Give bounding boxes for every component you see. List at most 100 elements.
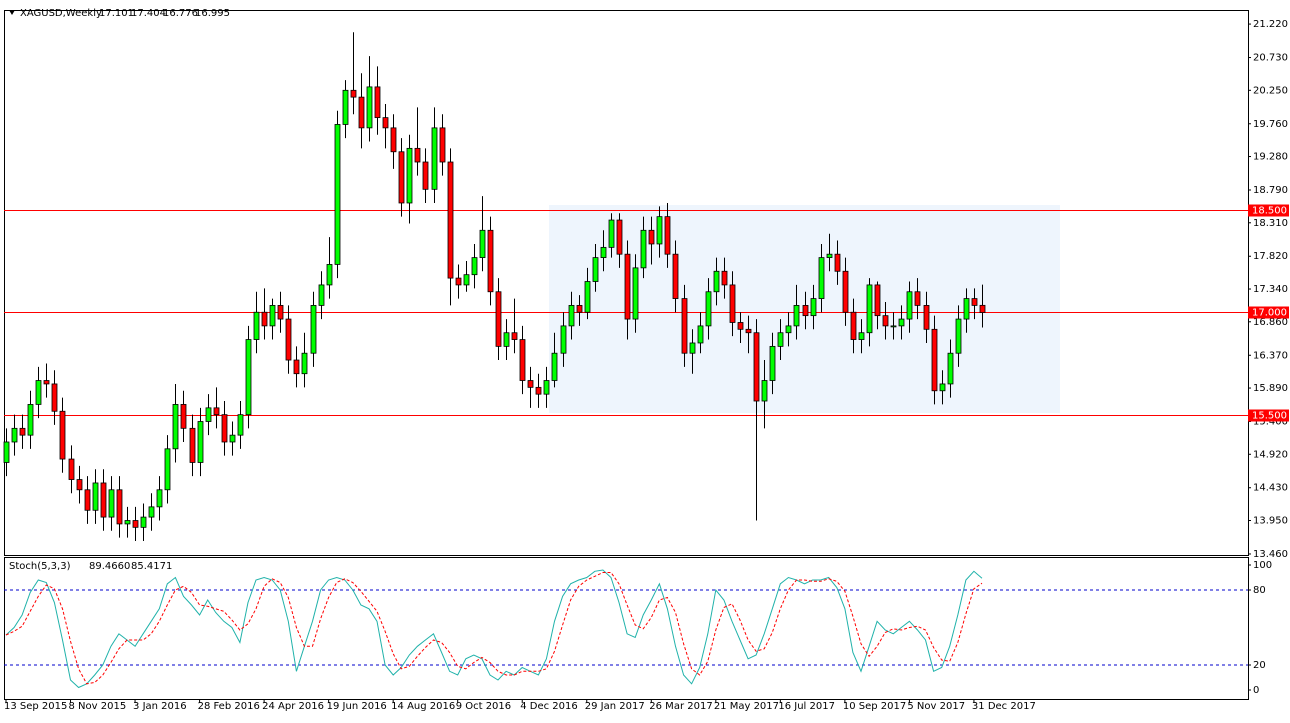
candle-body [92, 482, 99, 511]
candle-body [68, 458, 75, 480]
indicator-title: Stoch(5,3,3) [9, 561, 71, 572]
candle-body [777, 332, 784, 347]
candle-body [301, 352, 308, 375]
level-label-box [1248, 306, 1289, 319]
candle-body [455, 277, 462, 286]
x-tick-label: 24 Apr 2016 [262, 701, 324, 712]
candle-body [713, 270, 720, 293]
candle-body [793, 305, 800, 327]
candle-body [535, 386, 542, 395]
level-label: 15.500 [1252, 411, 1287, 422]
candle-body [874, 284, 881, 317]
candle-body [100, 482, 107, 518]
candle-body [672, 253, 679, 299]
candle-body [568, 305, 575, 327]
y-tick-label: 17.820 [1253, 251, 1288, 262]
level-label-box [1248, 204, 1289, 217]
candle-body [310, 305, 317, 354]
candle-body [858, 332, 865, 340]
candle-body [51, 383, 58, 412]
candle-body [600, 246, 607, 259]
candle-body [189, 427, 196, 463]
candle-body [616, 219, 623, 255]
x-tick-label: 28 Feb 2016 [198, 701, 260, 712]
y-tick-label: 15.400 [1253, 416, 1288, 427]
candle-body [705, 291, 712, 327]
stoch-frame [4, 557, 1249, 700]
candle-body [463, 274, 470, 286]
candle-body [495, 291, 502, 347]
header-value: 16.995 [195, 8, 230, 19]
y-tick-label: 16.860 [1253, 317, 1288, 328]
x-tick-label: 10 Sep 2017 [843, 701, 906, 712]
candle-body [148, 506, 155, 518]
indicator-value: 89.4660 [89, 561, 130, 572]
candle-body [27, 404, 34, 436]
y-tick-label: 19.280 [1253, 152, 1288, 163]
candle-body [923, 305, 930, 330]
candle-body [326, 264, 333, 286]
candle-body [156, 489, 163, 508]
x-tick-label: 26 Mar 2017 [649, 701, 712, 712]
candle-body [729, 284, 736, 323]
y-tick-label: 80 [1253, 585, 1266, 596]
y-tick-label: 13.950 [1253, 516, 1288, 527]
x-tick-label: 4 Dec 2016 [520, 701, 578, 712]
candle-body [172, 404, 179, 450]
x-tick-label: 31 Dec 2017 [972, 701, 1036, 712]
candle-body [890, 325, 897, 328]
chart-title: XAGUSD,Weekly [20, 8, 102, 19]
candle-body [963, 298, 970, 320]
candle-body [76, 479, 83, 491]
candle-body [818, 257, 825, 299]
candle-body [124, 520, 131, 525]
candle-body [898, 318, 905, 327]
level-label-box [1248, 409, 1289, 422]
candle-body [358, 96, 365, 129]
indicator-value: 85.4171 [131, 561, 172, 572]
x-tick-label: 21 May 2017 [714, 701, 779, 712]
candle-body [406, 147, 413, 204]
candle-body [850, 311, 857, 340]
candle-body [334, 124, 341, 265]
y-tick-label: 20.250 [1253, 85, 1288, 96]
candle-body [3, 441, 10, 463]
candle-body [745, 328, 752, 334]
candle-body [842, 270, 849, 313]
candle-body [221, 414, 228, 443]
candle-body [180, 404, 187, 429]
candle-body [237, 414, 244, 436]
y-tick-label: 13.460 [1253, 549, 1288, 560]
candle-body [414, 147, 421, 163]
y-tick-label: 14.430 [1253, 483, 1288, 494]
candle-body [398, 151, 405, 204]
level-label: 18.500 [1252, 206, 1287, 217]
candle-body [826, 253, 833, 259]
candle-body [59, 410, 66, 460]
menu-arrow[interactable] [9, 10, 15, 15]
y-tick-label: 14.920 [1253, 449, 1288, 460]
candle-body [205, 407, 212, 422]
candle-body [543, 380, 550, 395]
y-tick-label: 15.890 [1253, 383, 1288, 394]
candle-body [213, 407, 220, 416]
candle-body [785, 325, 792, 334]
y-tick-label: 19.760 [1253, 119, 1288, 130]
candle-body [342, 89, 349, 125]
y-tick-label: 20.730 [1253, 53, 1288, 64]
candle-body [584, 281, 591, 313]
candle-body [293, 359, 300, 375]
candle-body [382, 117, 389, 129]
candle-body [285, 318, 292, 361]
candle-body [640, 229, 647, 269]
candle-body [689, 342, 696, 354]
x-tick-label: 8 Nov 2015 [69, 701, 127, 712]
candle-body [132, 520, 139, 528]
y-tick-label: 18.310 [1253, 218, 1288, 229]
candle-body [802, 305, 809, 317]
candle-body [229, 434, 236, 443]
candle-body [551, 352, 558, 381]
candle-body [648, 229, 655, 245]
y-tick-label: 21.220 [1253, 19, 1288, 30]
candle-body [487, 229, 494, 293]
